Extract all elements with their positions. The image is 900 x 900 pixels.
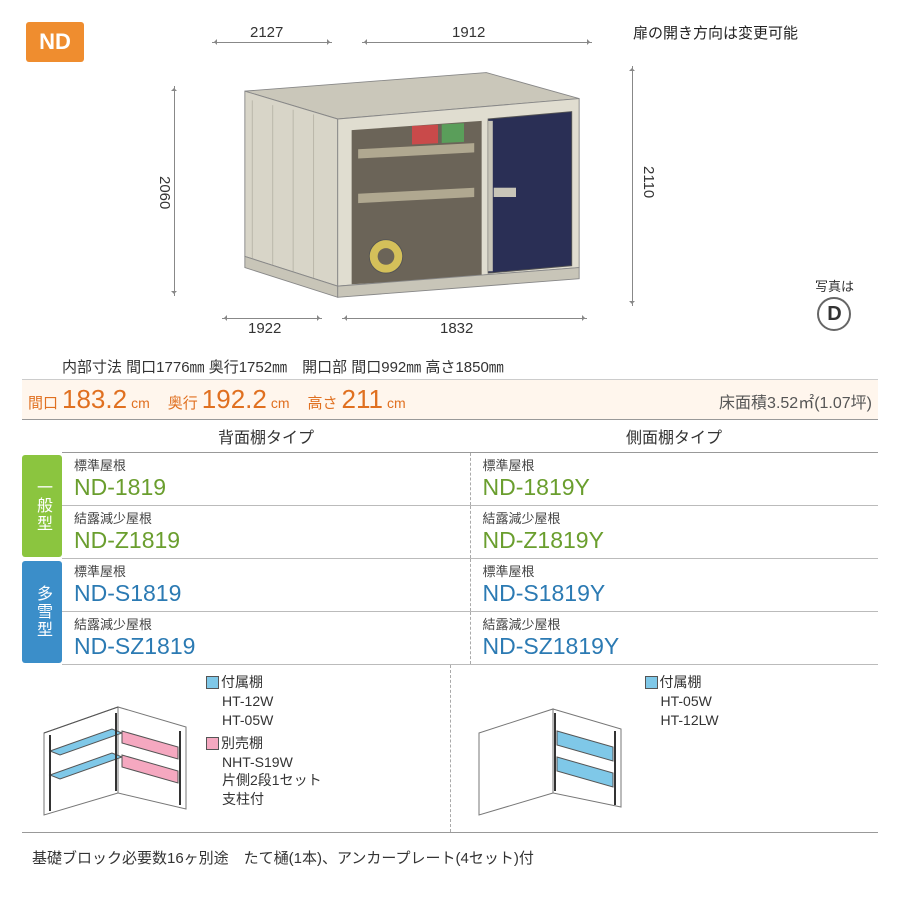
width-label: 間口 <box>28 392 58 413</box>
shelf-col-right: 付属棚 HT-05W HT-12LW <box>451 665 879 832</box>
legend-included-icon <box>645 676 658 689</box>
size-bar: 間口 183.2 cm 奥行 192.2 cm 高さ 211 cm 床面積3.5… <box>22 380 878 420</box>
dim-right-height: 2110 <box>640 166 657 198</box>
model-code: ND-1819 <box>74 474 458 501</box>
roof-label: 結露減少屋根 <box>74 508 458 527</box>
shelf-note: 支柱付 <box>206 790 322 809</box>
legend-optional-icon <box>206 737 219 750</box>
width-unit: cm <box>131 395 150 411</box>
floor-area: 床面積3.52㎡(1.07坪) <box>719 389 872 413</box>
shelf-diagram-right <box>461 677 636 827</box>
width-value: 183.2 <box>62 384 127 415</box>
footer-note: 基礎ブロック必要数16ヶ別途 たて樋(1本)、アンカープレート(4セット)付 <box>22 833 878 872</box>
model-code: ND-SZ1819Y <box>483 633 867 660</box>
height-unit: cm <box>387 395 406 411</box>
depth-unit: cm <box>271 395 290 411</box>
roof-label: 標準屋根 <box>74 455 458 474</box>
legend-included-icon <box>206 676 219 689</box>
photo-letter: D <box>817 297 851 331</box>
column-headers: 背面棚タイプ 側面棚タイプ <box>22 420 878 453</box>
roof-label: 標準屋根 <box>483 455 867 474</box>
model-code: ND-Z1819Y <box>483 527 867 554</box>
col-header-left: 背面棚タイプ <box>62 420 470 453</box>
shelf-code: HT-12W <box>206 692 322 711</box>
photo-label: 写真は <box>815 276 854 295</box>
legend-included-label: 付属棚 <box>660 674 702 690</box>
model-code: ND-Z1819 <box>74 527 458 554</box>
type-label-general: 一般型 <box>22 455 62 557</box>
col-header-right: 側面棚タイプ <box>470 420 878 453</box>
shelf-code: HT-05W <box>645 692 719 711</box>
shelf-code: HT-05W <box>206 711 322 730</box>
model-grid-snow: 多雪型 標準屋根 ND-S1819 標準屋根 ND-S1819Y 結露減少屋根 … <box>22 559 878 665</box>
shelf-code: NHT-S19W <box>206 753 322 772</box>
shelf-section: 付属棚 HT-12W HT-05W 別売棚 NHT-S19W 片側2段1セット … <box>22 665 878 833</box>
roof-label: 結露減少屋根 <box>483 614 867 633</box>
depth-label: 奥行 <box>168 392 198 413</box>
dim-top-depth: 2127 <box>250 24 283 41</box>
shed-diagram: 2127 1912 2060 2110 <box>172 36 692 326</box>
roof-label: 結露減少屋根 <box>74 614 458 633</box>
dim-top-width: 1912 <box>452 24 485 41</box>
dim-left-height: 2060 <box>156 176 173 209</box>
height-value: 211 <box>342 384 383 415</box>
roof-label: 標準屋根 <box>483 561 867 580</box>
depth-value: 192.2 <box>202 384 267 415</box>
legend-included-label: 付属棚 <box>221 674 263 690</box>
roof-label: 結露減少屋根 <box>483 508 867 527</box>
model-code: ND-1819Y <box>483 474 867 501</box>
shelf-diagram-left <box>26 673 201 823</box>
model-code: ND-S1819 <box>74 580 458 607</box>
model-grid-general: 一般型 標準屋根 ND-1819 標準屋根 ND-1819Y 結露減少屋根 ND… <box>22 453 878 559</box>
legend-optional-label: 別売棚 <box>221 735 263 751</box>
dim-bottom-width: 1832 <box>440 320 473 337</box>
type-label-snow: 多雪型 <box>22 561 62 663</box>
model-code: ND-S1819Y <box>483 580 867 607</box>
height-label: 高さ <box>308 392 338 413</box>
model-badge: ND <box>26 22 84 62</box>
roof-label: 標準屋根 <box>74 561 458 580</box>
model-code: ND-SZ1819 <box>74 633 458 660</box>
diagram-section: ND 扉の開き方向は変更可能 2127 1912 2060 2110 <box>22 18 878 380</box>
shelf-code: HT-12LW <box>645 711 719 730</box>
dim-bottom-depth: 1922 <box>248 320 281 337</box>
inner-dimensions: 内部寸法 間口1776㎜ 奥行1752㎜ 開口部 間口992㎜ 高さ1850㎜ <box>62 356 504 377</box>
photo-badge: 写真は D <box>815 276 854 331</box>
shelf-note: 片側2段1セット <box>206 771 322 790</box>
shelf-col-left: 付属棚 HT-12W HT-05W 別売棚 NHT-S19W 片側2段1セット … <box>22 665 451 832</box>
